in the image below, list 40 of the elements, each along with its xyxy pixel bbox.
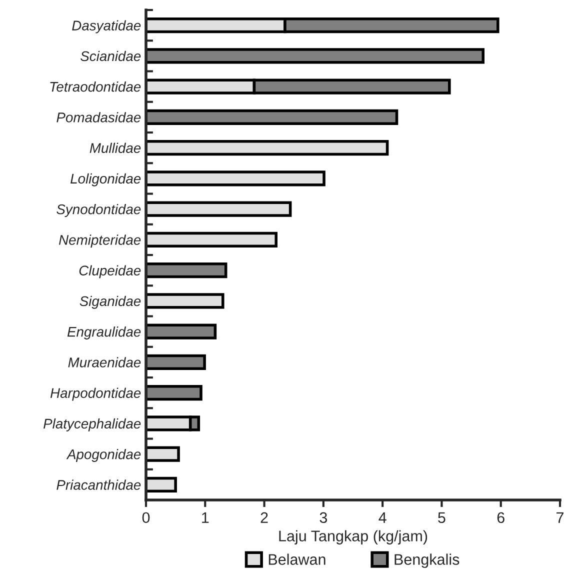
bar: [146, 48, 485, 64]
x-axis-title: Laju Tangkap (kg/jam): [279, 530, 428, 544]
bar: [146, 446, 180, 462]
y-tick-label: Nemipteridae: [58, 234, 141, 248]
y-tick-label: Priacanthidae: [56, 480, 141, 490]
y-tick-label: Siganidae: [80, 296, 141, 309]
y-tick-label: Tetraodontidae: [50, 82, 141, 92]
legend-label: Bengkalis: [394, 554, 460, 568]
bar: [146, 354, 206, 370]
y-tick-label: Pomadasidae: [56, 112, 141, 122]
bar: [146, 109, 398, 126]
bar: [146, 293, 224, 309]
x-tick-label: 0: [142, 512, 150, 524]
y-tick-label: Engraulidae: [67, 326, 141, 340]
bar: [146, 232, 278, 248]
y-tick-label: Platycephalidae: [44, 418, 141, 432]
y-tick-label: Apogonidae: [66, 449, 141, 462]
y-tick-label: Loligonidae: [70, 173, 141, 186]
x-tick-label: 2: [260, 512, 268, 523]
x-tick-label: 6: [497, 512, 504, 524]
x-tick-label: 4: [378, 512, 386, 523]
bar: [146, 170, 326, 186]
y-tick-label: Clupeidae: [79, 265, 141, 278]
y-tick-label: Dasyatidae: [72, 20, 141, 34]
y-tick-label: Harpodontidae: [50, 388, 141, 401]
bar: [146, 324, 217, 340]
bar: [146, 201, 292, 217]
y-tick-label: Mullidae: [90, 142, 141, 153]
y-tick-label: Scianidae: [80, 50, 141, 62]
legend-label: Belawan: [268, 554, 326, 565]
y-tick-label: Synodontidae: [56, 204, 141, 217]
bar: [146, 384, 202, 401]
bar: [146, 262, 228, 278]
bar: [146, 140, 389, 156]
y-tick-label: Muraenidae: [68, 357, 141, 368]
x-tick-label: 1: [202, 512, 209, 523]
x-tick-label: 3: [320, 512, 328, 524]
x-tick-label: 7: [556, 512, 564, 523]
bar: [146, 476, 177, 493]
x-tick-label: 5: [438, 512, 446, 524]
